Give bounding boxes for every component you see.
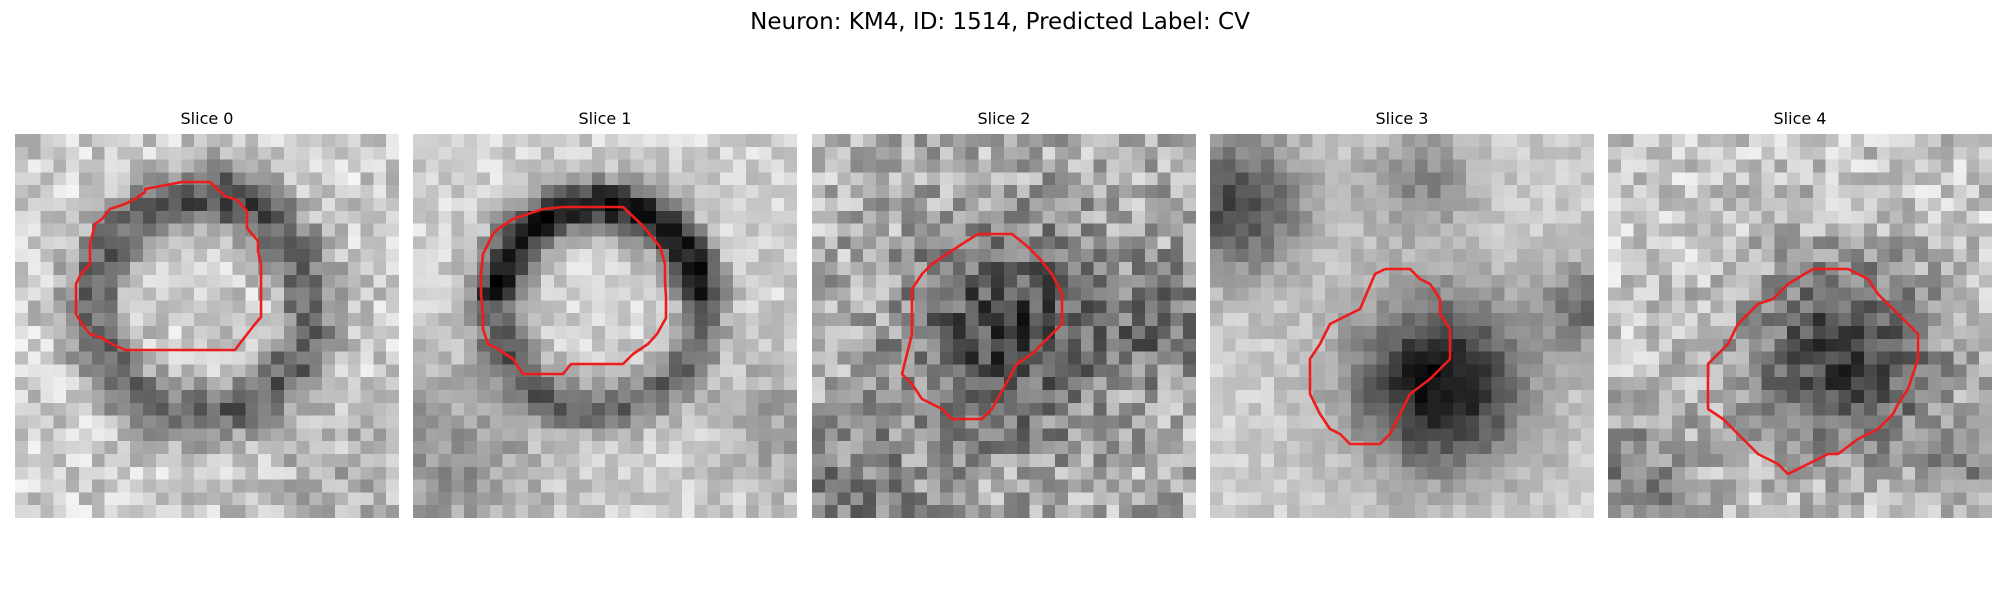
slice-4-title: Slice 4 [1773,109,1827,128]
slice-0-title: Slice 0 [180,109,234,128]
slice-2-image [812,134,1196,518]
slice-3-image [1210,134,1594,518]
slice-2-contour [900,232,1064,421]
slice-1-image [413,134,797,518]
slice-3-contour [1308,267,1452,446]
slice-0-image [15,134,399,518]
slice-1-contour [479,205,668,376]
slice-1-title: Slice 1 [578,109,632,128]
figure-title: Neuron: KM4, ID: 1514, Predicted Label: … [750,9,1250,35]
slice-0-contour [74,180,263,352]
slice-2-title: Slice 2 [977,109,1031,128]
slice-3-title: Slice 3 [1375,109,1429,128]
slice-4-image [1608,134,1992,518]
slice-4-contour [1706,267,1920,476]
